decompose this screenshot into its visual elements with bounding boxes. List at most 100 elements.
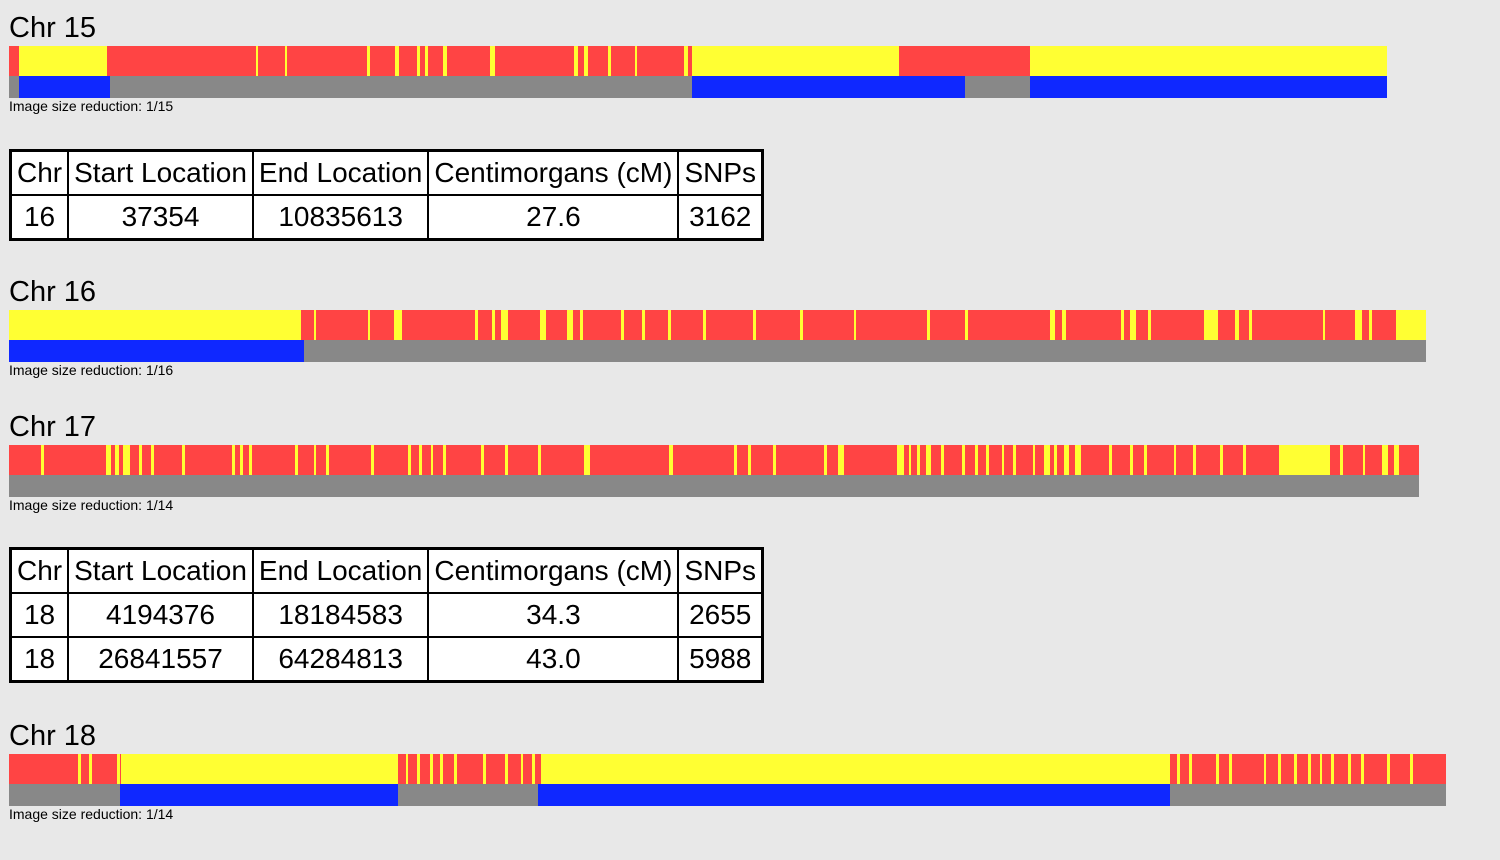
half-match-segment xyxy=(1050,310,1055,340)
half-match-segment xyxy=(240,445,244,475)
half-match-segment xyxy=(114,445,119,475)
half-match-segment xyxy=(1234,310,1239,340)
half-match-segment xyxy=(248,445,252,475)
chr-title-16: Chr 16 xyxy=(9,276,97,308)
half-match-segment xyxy=(1043,445,1050,475)
half-match-segment xyxy=(1293,754,1297,784)
table-row: 18 26841557 64284813 43.0 5988 xyxy=(9,636,764,683)
segment-table-chr18: Chr Start Location End Location Centimor… xyxy=(9,547,765,683)
half-match-segment xyxy=(1229,754,1232,784)
matching-segment xyxy=(1030,76,1387,98)
half-match-segment xyxy=(21,46,107,76)
cell-cm: 27.6 xyxy=(427,194,680,241)
half-match-segment xyxy=(116,754,120,784)
half-match-segment xyxy=(1393,445,1400,475)
header-centimorgans: Centimorgans (cM) xyxy=(427,547,680,594)
half-match-segment xyxy=(284,46,288,76)
half-match-segment xyxy=(1277,754,1281,784)
cell-start: 4194376 xyxy=(67,592,254,638)
half-match-segment xyxy=(537,445,541,475)
table-row: 18 4194376 18184583 34.3 2655 xyxy=(9,592,764,638)
half-match-segment xyxy=(584,445,590,475)
half-match-segment xyxy=(1220,445,1223,475)
half-match-segment xyxy=(823,445,827,475)
half-match-segment xyxy=(1396,310,1426,340)
matching-segment xyxy=(692,76,966,98)
half-match-segment xyxy=(962,445,965,475)
half-match-segment xyxy=(89,754,93,784)
chr-16-match-bar xyxy=(9,340,1426,362)
half-match-segment xyxy=(520,754,524,784)
header-end-location: End Location xyxy=(251,547,430,594)
chr-18-size-note: Image size reduction: 1/14 xyxy=(9,806,174,822)
chr-title-17: Chr 17 xyxy=(9,411,97,443)
half-match-segment xyxy=(1263,754,1267,784)
matching-segment xyxy=(537,784,1171,806)
half-match-segment xyxy=(1331,754,1334,784)
half-match-segment xyxy=(583,46,588,76)
half-match-segment xyxy=(367,310,371,340)
half-match-segment xyxy=(295,445,299,475)
matching-segment xyxy=(119,784,399,806)
half-match-segment xyxy=(483,754,487,784)
header-snps: SNPs xyxy=(677,149,764,196)
chr-title-18: Chr 18 xyxy=(9,720,97,752)
half-match-segment xyxy=(394,46,399,76)
half-match-segment xyxy=(540,310,547,340)
half-match-segment xyxy=(897,445,905,475)
half-match-segment xyxy=(747,445,751,475)
half-match-segment xyxy=(492,310,496,340)
half-match-segment xyxy=(1063,445,1070,475)
half-match-segment xyxy=(1144,445,1147,475)
half-match-segment xyxy=(908,445,912,475)
half-match-segment xyxy=(1308,754,1311,784)
half-match-segment xyxy=(974,445,978,475)
half-match-segment xyxy=(505,445,509,475)
half-match-segment xyxy=(106,445,111,475)
half-match-segment xyxy=(440,754,443,784)
half-match-segment xyxy=(773,445,777,475)
half-match-segment xyxy=(1032,445,1036,475)
half-match-segment xyxy=(1061,310,1067,340)
header-end-location: End Location xyxy=(251,149,430,196)
half-match-segment xyxy=(1012,445,1016,475)
cell-snps: 5988 xyxy=(677,636,764,683)
half-match-segment xyxy=(1121,310,1125,340)
half-match-segment xyxy=(405,754,409,784)
half-match-segment xyxy=(1173,445,1177,475)
half-match-segment xyxy=(443,445,447,475)
chr-15-match-bar xyxy=(9,76,1387,98)
chr-16-size-note: Image size reduction: 1/16 xyxy=(9,362,174,378)
half-match-segment xyxy=(1348,754,1352,784)
half-match-segment xyxy=(123,445,131,475)
half-match-segment xyxy=(313,310,317,340)
half-match-segment xyxy=(1319,754,1323,784)
half-match-segment xyxy=(1177,754,1181,784)
half-match-segment xyxy=(621,310,624,340)
half-match-segment xyxy=(917,445,920,475)
half-match-segment xyxy=(1340,445,1343,475)
half-match-segment xyxy=(703,310,707,340)
half-match-segment xyxy=(1030,46,1387,76)
half-match-segment xyxy=(231,445,235,475)
chr-17-size-note: Image size reduction: 1/14 xyxy=(9,497,174,513)
cell-chr: 16 xyxy=(9,194,70,241)
chr-18-comparison-bar xyxy=(9,754,1446,784)
half-match-segment xyxy=(668,445,674,475)
half-match-segment xyxy=(692,46,896,76)
half-match-segment xyxy=(1108,445,1112,475)
header-snps: SNPs xyxy=(677,547,764,594)
half-match-segment xyxy=(540,754,1171,784)
half-match-segment xyxy=(121,754,399,784)
half-match-segment xyxy=(1279,445,1331,475)
segment-table-chr16: Chr Start Location End Location Centimor… xyxy=(9,149,765,241)
table-header-row: Chr Start Location End Location Centimor… xyxy=(9,547,764,594)
half-match-segment xyxy=(1322,310,1326,340)
half-match-segment xyxy=(1361,754,1365,784)
chr-17-browser xyxy=(9,445,1419,497)
half-match-segment xyxy=(475,310,479,340)
half-match-segment xyxy=(1129,310,1136,340)
chr-title-15: Chr 15 xyxy=(9,12,97,44)
half-match-segment xyxy=(642,310,646,340)
half-match-segment xyxy=(489,46,496,76)
